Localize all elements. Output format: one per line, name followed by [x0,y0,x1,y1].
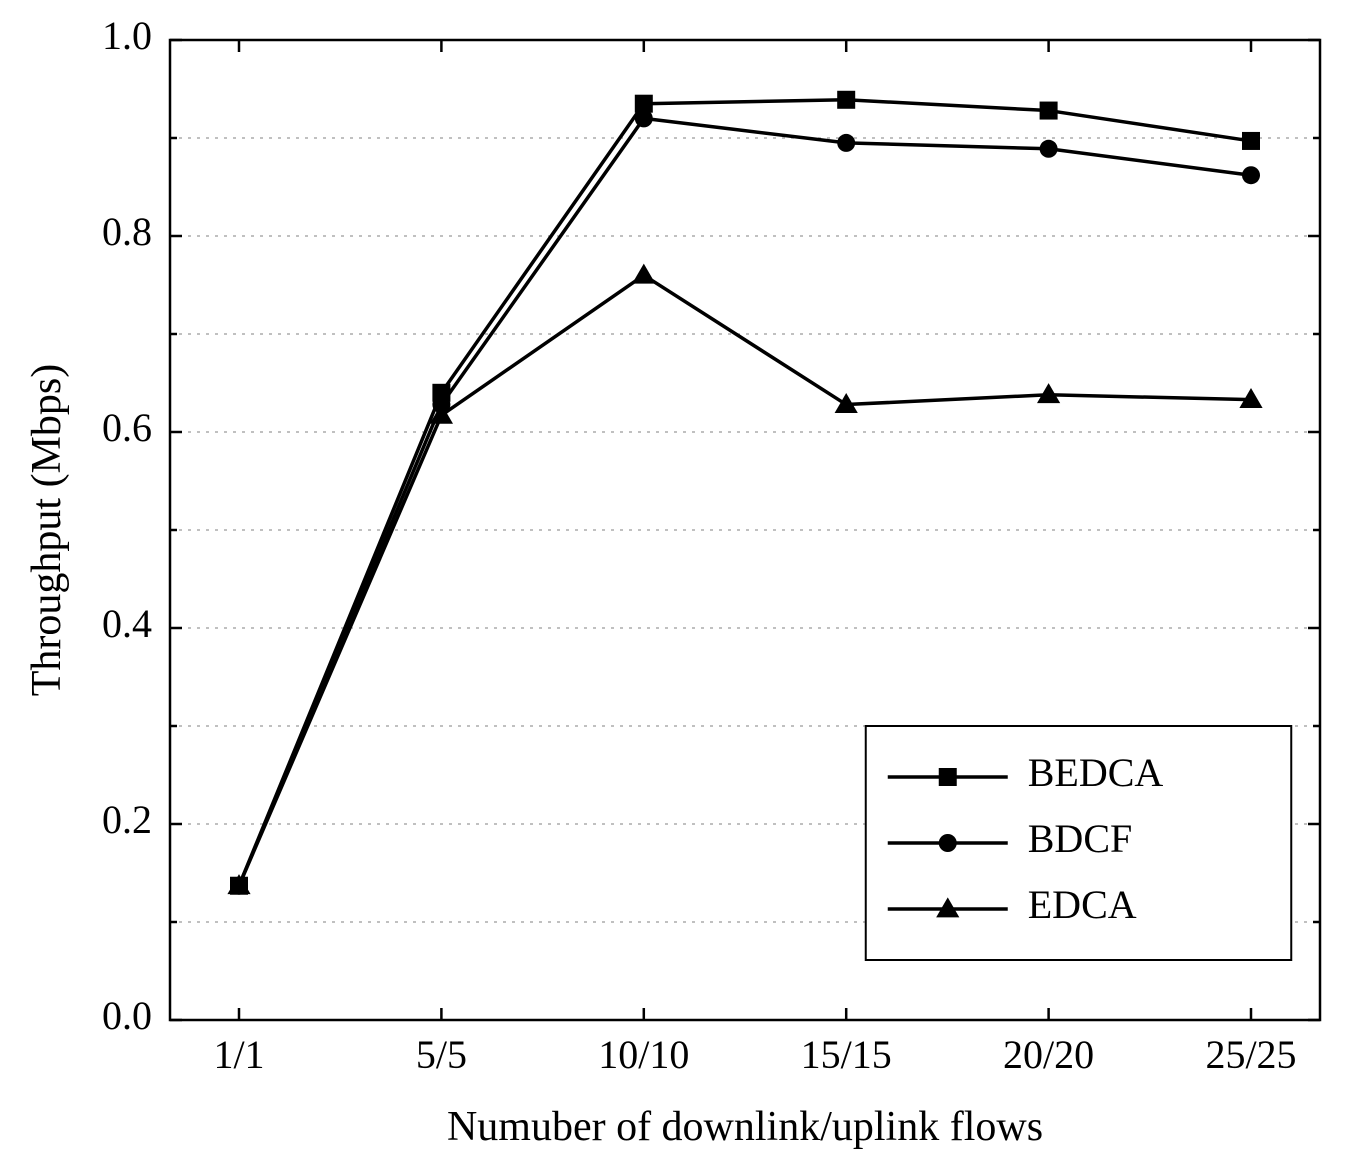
y-tick-label: 1.0 [102,13,152,58]
legend-label: BEDCA [1028,750,1164,795]
x-tick-label: 25/25 [1205,1032,1296,1077]
legend-label: BDCF [1028,816,1133,861]
y-tick-label: 0.2 [102,797,152,842]
y-axis-label: Throughput (Mbps) [24,364,70,696]
x-tick-label: 10/10 [598,1032,689,1077]
y-tick-label: 0.6 [102,405,152,450]
x-axis-label: Numuber of downlink/uplink flows [447,1104,1043,1150]
y-tick-label: 0.8 [102,209,152,254]
legend: BEDCA BDCF EDCA [866,726,1292,960]
x-tick-label: 5/5 [416,1032,467,1077]
x-tick-label: 20/20 [1003,1032,1094,1077]
throughput-line-chart: 0.0 0.2 0.4 0.6 0.8 1.0 1/1 5/5 10/10 15/15 20/20 2… [0,0,1360,1168]
x-tick-label: 15/15 [801,1032,892,1077]
x-tick-label: 1/1 [213,1032,264,1077]
legend-label: EDCA [1028,882,1137,927]
y-tick-label: 0.4 [102,601,152,646]
y-tick-label: 0.0 [102,993,152,1038]
